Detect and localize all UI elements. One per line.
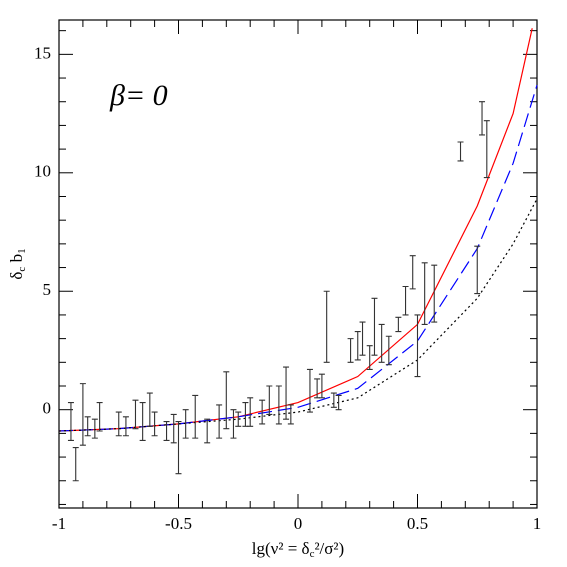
error-bar [395,316,402,333]
error-bar [354,330,361,361]
y-label-part: c [16,267,28,272]
error-bar [84,416,91,437]
error-bar [204,418,211,444]
error-bar [72,447,79,482]
error-bar [366,345,373,370]
error-bar [474,245,481,295]
error-bar [409,255,416,290]
x-label-part: c [310,548,315,560]
error-bar [283,366,290,420]
error-bar [483,120,490,179]
error-bar [115,411,122,437]
error-bar [230,409,237,439]
x-label-part: ²/σ²) [314,539,344,558]
error-bar [170,413,177,444]
error-bar [306,368,313,413]
error-bar [175,420,182,475]
error-bar [378,323,385,363]
error-bar [402,285,409,316]
error-bar [67,402,74,442]
y-axis-label: δc b1 [7,248,28,279]
error-bar [457,141,464,162]
error-bar [287,404,294,425]
y-label-part: δ [7,272,26,280]
error-bar [122,416,129,437]
x-tick-label: -0.5 [165,514,192,533]
error-bar [371,297,378,356]
error-bar [275,385,282,425]
error-bar [330,392,337,408]
y-tick-label: 10 [34,162,51,181]
error-bar [323,290,330,363]
x-axis-label: lg(ν² = δc²/σ²) [252,539,344,560]
error-bar [139,402,146,442]
error-bar [266,385,273,415]
annotation: β= 0 [109,79,168,112]
error-bar [216,404,223,439]
error-bar [192,394,199,439]
error-bar [182,409,189,439]
error-bar [132,399,139,430]
error-bar [247,397,254,427]
x-tick-label: 0 [294,514,303,533]
error-bar [146,392,153,427]
x-label-part: lg(ν² = δ [252,539,310,558]
y-label-part: 1 [16,248,28,254]
y-tick-label: 0 [43,399,52,418]
y-tick-label: 15 [34,43,51,62]
error-bar [385,335,392,366]
error-bar [151,411,158,437]
error-bar [91,418,98,439]
error-bar [479,101,486,136]
x-tick-label: 0.5 [407,514,428,533]
x-tick-label: -1 [52,514,66,533]
error-bar [318,373,325,399]
error-bar [414,314,421,378]
error-bar [223,371,230,430]
x-tick-label: 1 [533,514,542,533]
error-bar [163,420,170,442]
curve [58,198,538,432]
error-bar [259,399,266,425]
error-bar [431,264,438,323]
y-tick-label: 5 [43,280,52,299]
error-bar [359,321,366,356]
error-bar [421,262,428,325]
error-bar [96,402,103,432]
error-bar [79,383,86,446]
curve [58,84,538,432]
error-bar [347,338,354,363]
error-bar [335,394,342,411]
error-bar [235,411,242,427]
y-label-part: b [7,254,26,267]
